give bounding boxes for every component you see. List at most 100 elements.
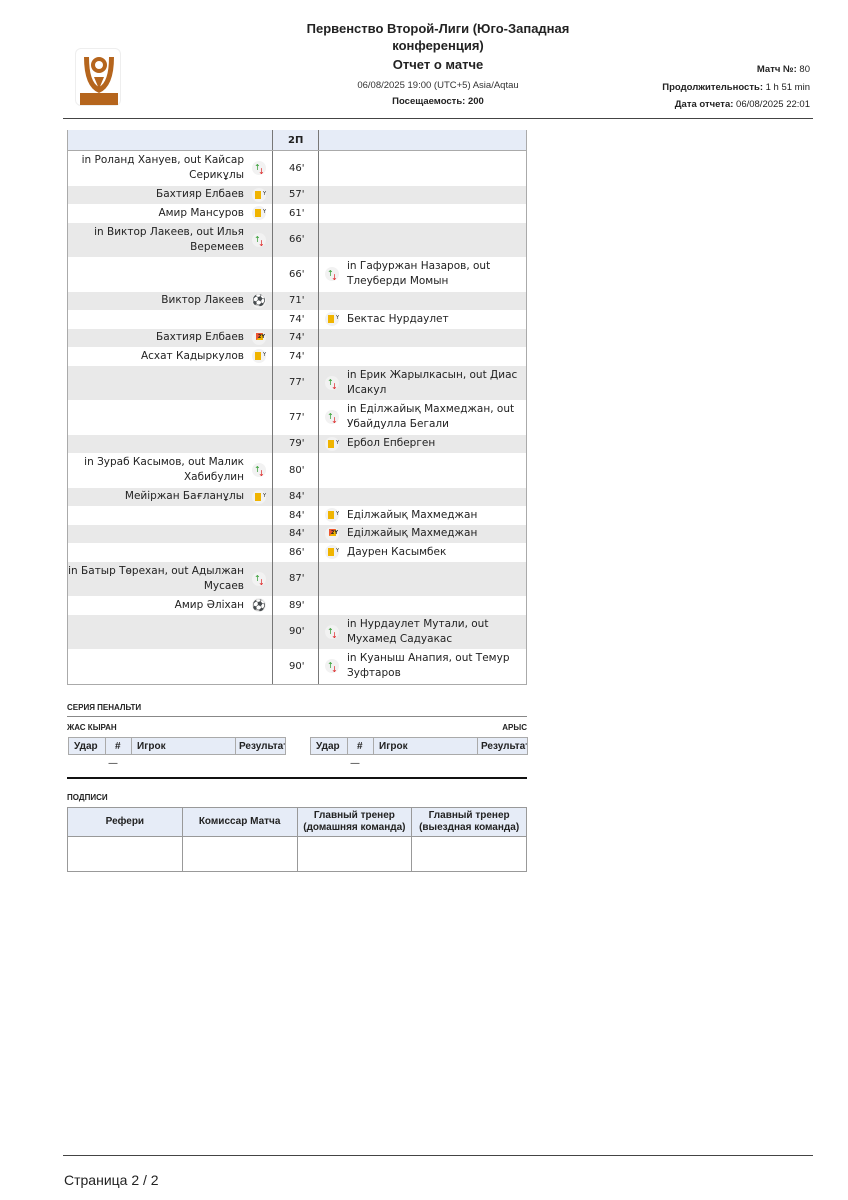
event-row: Мейіржан Бағланұлы 84' [68,487,526,507]
yellow-card-icon [252,348,266,364]
away-event: Еділжайық Махмеджан [319,506,526,525]
substitution-icon [252,462,266,481]
home-event: Амир Әліхан ⚽ [68,596,273,615]
event-text: in Батыр Төрехан, out Адылжан Мусаев [68,564,244,592]
event-minute: 90' [273,614,319,649]
home-event [68,614,273,649]
away-event [319,292,526,311]
away-event [319,488,526,507]
page-number: Страница 2 / 2 [64,1172,159,1188]
event-text: Еділжайық Махмеджан [347,527,478,540]
sig-cell [296,836,413,872]
away-event [319,453,526,488]
substitution-icon [325,658,339,677]
event-minute: 57' [273,185,319,204]
match-number-label: Матч №: [756,64,797,75]
attendance-label: Посещаемость: [392,96,466,107]
event-minute: 71' [273,291,319,310]
duration-label: Продолжительность: [662,82,763,93]
substitution-icon [252,232,266,251]
event-minute: 61' [273,204,319,223]
away-event: in Гафуржан Назаров, out Тлеуберди Момын [319,257,526,292]
yellow-card-icon [325,544,339,560]
goal-ball-icon: ⚽ [252,598,266,613]
event-row: 90' in Куаныш Анапия, out Темур Зуфтаров [68,649,526,684]
sig-away-coach: Главный тренер (выездная команда) [411,807,527,837]
event-text: Бектас Нурдаулет [347,312,449,325]
attendance: Посещаемость: 200 [290,96,586,107]
col-result: Результат [481,740,527,752]
home-event: Бахтияр Елбаев [68,328,273,347]
home-event: Виктор Лакеев ⚽ [68,291,273,310]
home-event [68,257,273,292]
event-minute: 80' [273,453,319,488]
substitution-icon [325,409,339,428]
event-minute: 74' [273,347,319,366]
signatures-table: Рефери Комиссар Матча Главный тренер (до… [67,807,527,872]
event-row: 84' Еділжайық Махмеджан [68,506,526,525]
col-player: Игрок [132,738,236,754]
event-minute: 84' [273,506,319,525]
event-minute: 74' [273,310,319,329]
events-header: 2П [68,130,526,151]
event-text: Еділжайық Махмеджан [347,508,478,521]
report-date-label: Дата отчета: [674,99,734,110]
event-text: in Нурдаулет Мутали, out Мухамед Садуака… [347,617,489,645]
home-event: Мейіржан Бағланұлы [68,487,273,506]
event-row: Амир Мансуров 61' [68,204,526,223]
event-row: 90' in Нурдаулет Мутали, out Мухамед Саду… [68,614,526,649]
substitution-icon [252,160,266,179]
home-event [68,649,273,684]
event-minute: 66' [273,257,319,292]
home-event [68,524,273,543]
yellow-card-icon [325,507,339,523]
event-minute: 77' [273,400,319,435]
col-kick: Удар [69,738,106,754]
match-number: Матч №: 80 [757,64,810,75]
home-event: in Виктор Лакеев, out Илья Веремеев [68,222,273,257]
event-row: Асхат Кадыркулов 74' [68,347,526,366]
event-row: Виктор Лакеев ⚽ 71' [68,291,526,311]
event-minute: 66' [273,222,319,257]
event-minute: 74' [273,328,319,347]
away-team-name: АРЫС [502,723,527,732]
event-minute: 46' [273,151,319,186]
substitution-icon [325,624,339,643]
event-minute: 89' [273,596,319,615]
away-event [319,151,526,186]
home-column-header [68,130,273,150]
substitution-icon [325,266,339,285]
away-event: Даурен Касымбек [319,543,526,562]
away-column-header [319,130,526,150]
event-text: in Куаныш Анапия, out Темур Зуфтаров [347,652,510,680]
event-text: Виктор Лакеев [161,294,244,307]
substitution-icon [252,571,266,590]
sig-cell [411,836,527,872]
sig-home-coach: Главный тренер (домашняя команда) [296,807,413,837]
event-row: in Батыр Төрехан, out Адылжан Мусаев 87' [68,561,526,596]
substitution-icon [325,375,339,394]
home-penalties-empty: — [108,758,118,769]
home-team-name: ЖАС КЫРАН [67,723,117,732]
event-row: Бахтияр Елбаев 57' [68,185,526,204]
section-divider [67,777,527,779]
event-text: Бахтияр Елбаев [155,188,244,201]
event-text: Асхат Кадыркулов [140,349,244,362]
away-penalty-table-header: Удар # Игрок Результат [310,737,528,755]
event-minute: 84' [273,524,319,543]
yellow-card-icon [252,187,266,202]
home-event: Асхат Кадыркулов [68,347,273,366]
attendance-value: 200 [467,96,484,107]
event-minute: 79' [273,434,319,453]
duration: Продолжительность: 1 h 51 min [662,82,810,93]
header-divider [63,118,813,119]
home-event: Бахтияр Елбаев [68,185,273,204]
second-yellow-card-icon [325,526,339,541]
report-title: Отчет о матче [392,57,484,72]
home-event [68,310,273,329]
event-row: 84' Еділжайық Махмеджан [68,524,526,543]
home-event: Амир Мансуров [68,204,273,223]
event-minute: 84' [273,487,319,506]
col-number: # [106,738,132,754]
away-event [319,204,526,223]
